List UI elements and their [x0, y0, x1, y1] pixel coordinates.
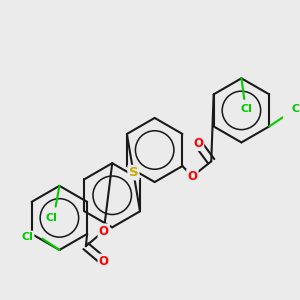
Text: O: O: [188, 170, 197, 183]
Text: O: O: [99, 225, 109, 238]
Text: Cl: Cl: [21, 232, 33, 242]
Text: Cl: Cl: [46, 213, 58, 223]
Text: O: O: [99, 255, 109, 268]
Text: S: S: [129, 166, 138, 179]
Text: Cl: Cl: [292, 104, 300, 114]
Text: O: O: [193, 137, 203, 150]
Text: Cl: Cl: [240, 103, 252, 113]
